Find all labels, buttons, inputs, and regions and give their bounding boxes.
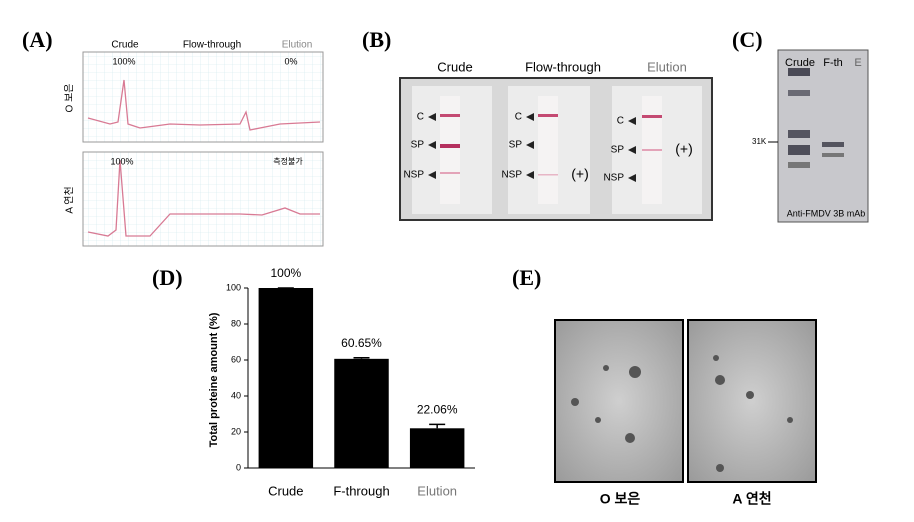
x-tick-label: Crude <box>268 483 303 498</box>
bar <box>334 358 389 468</box>
gel-bands <box>788 68 844 168</box>
bar <box>409 428 465 468</box>
lane-label: F-th <box>823 57 843 69</box>
y-tick-label: 100 <box>226 282 241 292</box>
marker-label: 31K <box>752 137 767 146</box>
positive-mark: (+) <box>675 141 693 157</box>
y-axis-label: Total proteine amount (%) <box>208 312 220 447</box>
y-tick-label: 40 <box>231 390 241 400</box>
panel-label: (A) <box>22 27 53 52</box>
strip-label: SP <box>509 140 523 151</box>
column-label: Crude <box>111 40 139 51</box>
x-tick-label: F-through <box>333 483 389 498</box>
positive-mark: (+) <box>571 166 589 182</box>
lane-label: Crude <box>785 57 815 69</box>
lane-label: E <box>854 57 861 69</box>
y-tick-label: 20 <box>231 426 241 436</box>
strip-label: C <box>417 112 424 123</box>
percent-label: 100% <box>112 56 135 66</box>
bar <box>258 288 314 468</box>
trace <box>87 159 320 237</box>
trace <box>87 79 321 131</box>
percent-label: 0% <box>284 56 297 66</box>
percent-label: 100% <box>110 156 133 166</box>
strip-label: NSP <box>603 173 624 184</box>
column-label: Flow-through <box>525 59 601 74</box>
strip-label: NSP <box>403 170 424 181</box>
em-image <box>687 319 817 483</box>
chromatogram <box>82 51 324 143</box>
column-label: Crude <box>437 59 472 74</box>
panel-label: (E) <box>512 265 541 290</box>
antibody-label: Anti-FMDV 3B mAb <box>787 208 866 218</box>
image-label: A 연천 <box>732 491 771 507</box>
panel-label: (D) <box>152 265 183 290</box>
note: 측정불가 <box>273 156 303 166</box>
particles <box>571 355 793 472</box>
y-tick-label: 80 <box>231 318 241 328</box>
row-label: A 연천 <box>64 186 76 213</box>
bar-chart: 0 20 40 60 80 100 Crude 100% F-through 60.65% Elut… <box>226 266 465 498</box>
value-label: 100% <box>270 266 301 280</box>
panel-label: (C) <box>732 27 763 52</box>
panel-label: (B) <box>362 27 391 52</box>
y-tick-label: 0 <box>236 462 241 472</box>
row-label: O 보은 <box>64 84 76 113</box>
strips <box>412 86 702 214</box>
strip-label: SP <box>411 140 425 151</box>
image-label: O 보은 <box>600 491 641 507</box>
column-label: Elution <box>647 59 687 74</box>
x-tick-label: Elution <box>417 483 457 498</box>
column-label: Elution <box>282 40 313 51</box>
value-label: 22.06% <box>417 403 458 417</box>
value-label: 60.65% <box>341 336 382 350</box>
y-tick-label: 60 <box>231 354 241 364</box>
column-label: Flow-through <box>183 40 241 51</box>
strip-labels: C SP NSP C SP NSP C SP NSP <box>403 112 624 184</box>
strip-label: C <box>617 116 624 127</box>
strip-label: SP <box>611 145 625 156</box>
strip-label: C <box>515 112 522 123</box>
arrows <box>428 113 636 182</box>
strip-label: NSP <box>501 170 522 181</box>
